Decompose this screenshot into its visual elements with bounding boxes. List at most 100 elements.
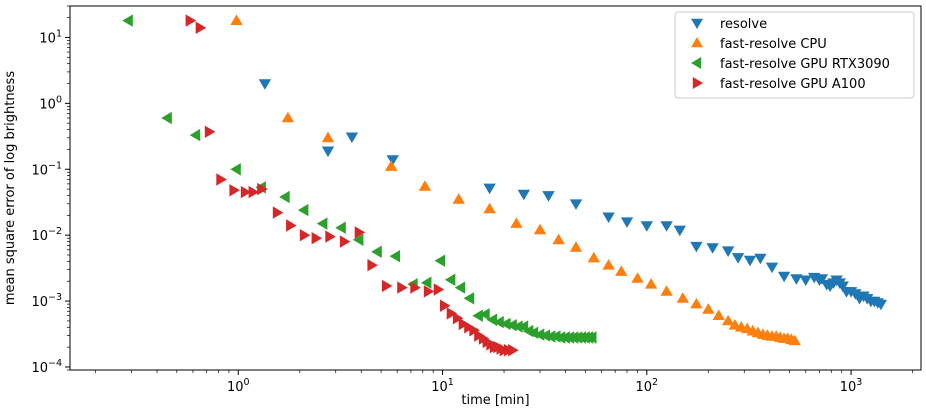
legend-marker-icon [692, 77, 703, 89]
data-point [122, 14, 133, 27]
data-point [706, 243, 719, 254]
data-point [479, 308, 490, 321]
data-point [384, 160, 398, 171]
data-point [486, 313, 497, 326]
data-point [321, 146, 335, 158]
y-axis-label: mean square error of log brightness [3, 71, 18, 305]
data-point [539, 329, 551, 342]
data-point [569, 199, 583, 210]
data-point [483, 202, 496, 214]
data-point [676, 292, 689, 303]
data-point [644, 278, 658, 289]
data-point [204, 125, 216, 138]
legend-label: resolve [720, 17, 767, 32]
data-point [444, 273, 456, 286]
data-point [452, 312, 464, 325]
data-point [836, 281, 849, 293]
legend-marker-icon [691, 57, 702, 69]
y-tick-label: 10−1 [31, 160, 62, 178]
data-point [660, 285, 673, 296]
plot-frame [69, 5, 922, 371]
x-tick-label: 103 [840, 377, 863, 395]
data-point [230, 14, 243, 25]
data-point [533, 223, 547, 235]
data-point [640, 221, 653, 232]
legend-marker-icon [691, 37, 703, 48]
data-point [721, 246, 735, 257]
data-point [587, 251, 600, 263]
data-point [420, 276, 432, 289]
axis-labels: time [min] mean square error of log brig… [3, 71, 530, 408]
data-point [257, 182, 268, 196]
plot-area [122, 14, 888, 357]
data-point [248, 185, 260, 199]
legend-label: fast-resolve CPU [720, 37, 827, 52]
data-point [189, 128, 201, 142]
data-point [743, 255, 757, 267]
data-point [311, 232, 323, 245]
x-tick-label: 100 [227, 377, 250, 395]
series-fast-resolve-gpu-a100 [185, 14, 519, 357]
data-point [585, 331, 597, 344]
data-point [286, 219, 297, 232]
data-point [240, 185, 252, 199]
data-point [712, 309, 725, 320]
y-tick-label: 10−4 [31, 358, 62, 376]
data-point [508, 344, 519, 357]
legend-label: fast-resolve GPU A100 [720, 77, 866, 92]
x-axis-label: time [min] [461, 393, 529, 408]
data-point [281, 111, 295, 123]
data-point [371, 245, 382, 258]
data-point [297, 203, 309, 217]
data-point [500, 317, 511, 331]
axes: 100 101 102 103 10−4 10−3 10−2 10−1 100 101 [31, 5, 922, 395]
data-point [381, 279, 393, 293]
data-point [483, 183, 496, 195]
data-point [345, 132, 359, 144]
data-point [542, 191, 555, 202]
data-point [195, 21, 207, 34]
data-point [472, 309, 483, 322]
data-point [533, 328, 545, 341]
data-point [506, 319, 517, 332]
data-point [690, 297, 703, 309]
data-point [631, 272, 644, 283]
legend-item: fast-resolve CPU [691, 37, 827, 52]
data-point [279, 190, 290, 204]
data-point [325, 230, 336, 243]
data-point [161, 111, 172, 125]
data-point [386, 155, 399, 166]
data-point [316, 217, 328, 230]
y-tick-label: 101 [39, 28, 62, 46]
data-point [690, 241, 703, 253]
data-point [335, 221, 346, 234]
legend-item: fast-resolve GPU A100 [692, 77, 866, 92]
data-point [790, 274, 803, 285]
y-tick-label: 10−3 [31, 292, 62, 310]
y-tick-label: 100 [39, 94, 62, 112]
data-point [321, 131, 335, 143]
legend-item: resolve [691, 17, 767, 32]
data-point [258, 79, 272, 90]
data-point [510, 217, 523, 228]
data-point [673, 225, 686, 237]
legend-label: fast-resolve GPU RTX3090 [720, 57, 890, 72]
data-point [799, 275, 812, 286]
series-fast-resolve-cpu [230, 14, 801, 346]
data-point [731, 253, 745, 264]
data-point [434, 254, 446, 267]
y-tick-label: 10−2 [31, 226, 62, 244]
data-point [458, 317, 470, 331]
data-point [754, 253, 767, 265]
data-point [352, 233, 364, 246]
series-resolve [258, 79, 888, 311]
data-point [433, 283, 445, 296]
legend: resolve fast-resolve CPU fast-resolve GPU … [674, 11, 915, 99]
data-point [702, 303, 715, 314]
data-point [299, 229, 311, 242]
data-point [452, 193, 465, 204]
data-point [397, 281, 408, 294]
data-point [815, 274, 829, 285]
data-point [230, 163, 241, 176]
data-point [463, 292, 475, 305]
